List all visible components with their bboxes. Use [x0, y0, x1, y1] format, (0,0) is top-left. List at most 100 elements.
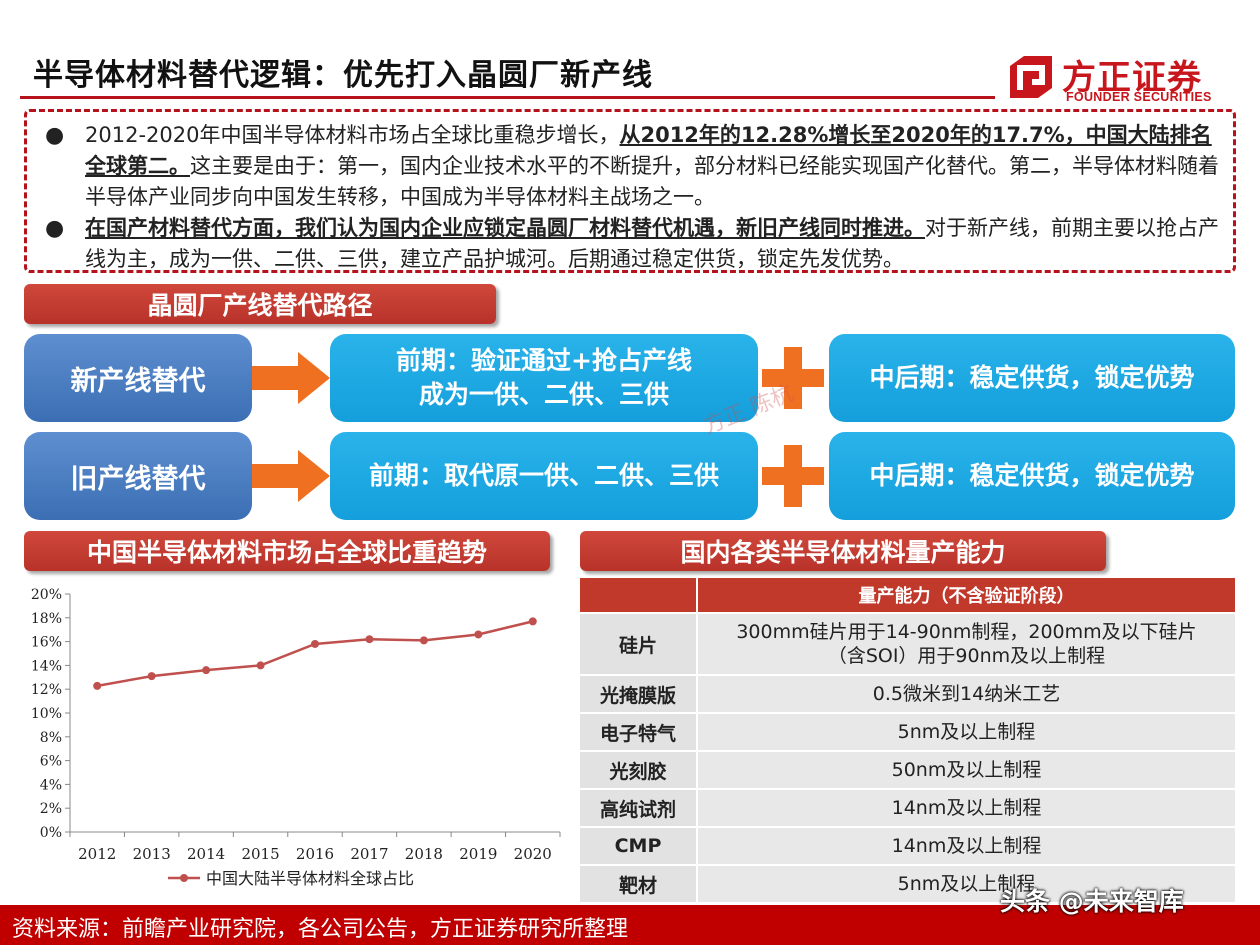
table-row: 硅片 300mm硅片用于14-90nm制程，200mm及以下硅片 （含SOI）用于9… — [580, 614, 1235, 676]
data-point — [202, 666, 211, 675]
material-name: 光掩膜版 — [580, 676, 698, 714]
y-tick-label: 0% — [40, 825, 62, 841]
x-tick-label: 2020 — [514, 845, 552, 863]
capacity-cell: 5nm及以上制程 — [698, 714, 1235, 752]
data-point — [365, 635, 374, 644]
new-line-label: 新产线替代 — [24, 334, 252, 422]
capacity-cell: 5nm及以上制程 — [698, 866, 1235, 904]
capacity-line: 50nm及以上制程 — [891, 759, 1042, 781]
y-tick-label: 2% — [40, 801, 62, 817]
table-row: 靶材 5nm及以上制程 — [580, 866, 1235, 904]
y-tick-label: 4% — [40, 777, 62, 793]
capacity-table: 量产能力（不含验证阶段） 硅片 300mm硅片用于14-90nm制程，200mm及… — [580, 578, 1235, 904]
table-section-header: 国内各类半导体材料量产能力 — [580, 531, 1106, 571]
capacity-line: 5nm及以上制程 — [897, 873, 1036, 895]
table-row: 高纯试剂 14nm及以上制程 — [580, 790, 1235, 828]
x-tick-label: 2013 — [133, 845, 171, 863]
capacity-line: 5nm及以上制程 — [897, 721, 1036, 743]
bullet-dot-icon: ● — [45, 216, 65, 241]
legend-label: 中国大陆半导体材料全球占比 — [206, 869, 414, 888]
x-tick-label: 2014 — [187, 845, 225, 863]
data-point — [256, 661, 265, 670]
y-tick-label: 16% — [31, 635, 62, 651]
arrow-right-icon — [252, 450, 330, 502]
old-line-label: 旧产线替代 — [24, 432, 252, 520]
bullet1-text-c: 这主要是由于：第一，国内企业技术水平的不断提升，部分材料已经能实现国产化替代。第… — [85, 154, 1219, 209]
plus-icon — [762, 347, 824, 409]
founder-logo-icon — [1010, 56, 1052, 98]
x-tick-label: 2017 — [350, 845, 388, 863]
bullet2-text-b: 对于新产线，前期主要以抢占产线为主，成为一供、二供、三供，建立产品护城河。后期通… — [85, 216, 1219, 271]
arrow-right-icon — [252, 352, 330, 404]
data-point — [311, 639, 319, 648]
bullet-dot-icon: ● — [45, 123, 65, 148]
material-name: CMP — [580, 828, 698, 866]
y-tick-label: 8% — [40, 730, 62, 746]
x-tick-label: 2016 — [296, 845, 334, 863]
y-tick-label: 10% — [31, 706, 62, 722]
summary-bullet-1: ● 2012-2020年中国半导体材料市场占全球比重稳步增长，从2012年的12… — [41, 120, 1219, 213]
new-line-early-line2: 成为一供、二供、三供 — [418, 380, 669, 409]
old-line-late-stage: 中后期：稳定供货，锁定优势 — [829, 432, 1235, 520]
capacity-cell: 14nm及以上制程 — [698, 790, 1235, 828]
y-tick-label: 18% — [31, 611, 62, 627]
logo-chinese-name: 方正证券 — [1062, 58, 1202, 98]
series-line — [97, 620, 534, 688]
company-logo: 方正证券 FOUNDER SECURITIES — [1000, 48, 1240, 108]
summary-bullet-2: ● 在国产材料替代方面，我们认为国内企业应锁定晶圆厂材料替代机遇，新旧产线同时推… — [41, 213, 1219, 275]
new-line-late-stage: 中后期：稳定供货，锁定优势 — [829, 334, 1235, 422]
data-point — [528, 617, 537, 626]
table-row: 电子特气 5nm及以上制程 — [580, 714, 1235, 752]
data-point — [474, 630, 483, 639]
capacity-cell: 50nm及以上制程 — [698, 752, 1235, 790]
market-share-line-chart: 0% 2% 4% 6% 8% 10% 12% 14% 16% 18% 20% 2012 2013 2014… — [31, 587, 561, 888]
path-section-header: 晶圆厂产线替代路径 — [24, 284, 496, 324]
capacity-line: 14nm及以上制程 — [891, 797, 1042, 819]
material-name: 光刻胶 — [580, 752, 698, 790]
y-tick-label: 6% — [40, 754, 62, 770]
plus-icon — [762, 445, 824, 507]
new-line-early-stage: 前期：验证通过+抢占产线 成为一供、二供、三供 — [330, 334, 758, 422]
x-tick-label: 2019 — [459, 845, 497, 863]
data-point — [419, 636, 428, 645]
material-name: 靶材 — [580, 866, 698, 904]
chart-section-header: 中国半导体材料市场占全球比重趋势 — [24, 531, 550, 571]
capacity-cell: 300mm硅片用于14-90nm制程，200mm及以下硅片 （含SOI）用于90n… — [698, 614, 1235, 676]
new-line-early-line1: 前期：验证通过+抢占产线 — [396, 346, 692, 375]
bullet1-text-a: 2012-2020年中国半导体材料市场占全球比重稳步增长， — [85, 123, 620, 147]
x-tick-label: 2018 — [405, 845, 443, 863]
y-tick-label: 14% — [31, 658, 62, 674]
capacity-line: 300mm硅片用于14-90nm制程，200mm及以下硅片 — [736, 621, 1197, 643]
capacity-line: 0.5微米到14纳米工艺 — [872, 683, 1061, 705]
material-name: 高纯试剂 — [580, 790, 698, 828]
logo-english-name: FOUNDER SECURITIES — [1066, 90, 1212, 104]
x-tick-label: 2012 — [78, 845, 116, 863]
table-row: 光刻胶 50nm及以上制程 — [580, 752, 1235, 790]
capacity-cell: 14nm及以上制程 — [698, 828, 1235, 866]
page-title: 半导体材料替代逻辑：优先打入晶圆厂新产线 — [33, 58, 653, 93]
bullet2-highlight: 在国产材料替代方面，我们认为国内企业应锁定晶圆厂材料替代机遇，新旧产线同时推进。 — [85, 216, 925, 240]
table-col-header: 量产能力（不含验证阶段） — [698, 578, 1235, 614]
old-line-early-stage: 前期：取代原一供、二供、三供 — [330, 432, 758, 520]
footer-bar: 资料来源：前瞻产业研究院，各公司公告，方正证券研究所整理 — [0, 905, 1260, 945]
legend-marker-icon — [180, 874, 188, 882]
summary-box: ● 2012-2020年中国半导体材料市场占全球比重稳步增长，从2012年的12… — [24, 109, 1236, 273]
data-point — [93, 681, 102, 690]
capacity-line: 14nm及以上制程 — [891, 835, 1042, 857]
material-name: 硅片 — [580, 614, 698, 676]
platform-tag: 头条 @未来智库 — [1000, 887, 1184, 916]
table-row: 光掩膜版 0.5微米到14纳米工艺 — [580, 676, 1235, 714]
x-tick-label: 2015 — [241, 845, 279, 863]
data-point — [147, 672, 156, 681]
source-note: 资料来源：前瞻产业研究院，各公司公告，方正证券研究所整理 — [12, 917, 629, 942]
table-row: CMP 14nm及以上制程 — [580, 828, 1235, 866]
table-header-row: 量产能力（不含验证阶段） — [580, 578, 1235, 614]
table-header-blank — [580, 578, 698, 614]
capacity-cell: 0.5微米到14纳米工艺 — [698, 676, 1235, 714]
material-name: 电子特气 — [580, 714, 698, 752]
y-tick-label: 12% — [31, 682, 62, 698]
y-tick-label: 20% — [31, 587, 62, 603]
bullet1-highlight: 从2012年的12.28%增长至2020年的17.7%，中国大陆排名全球第二。 — [85, 123, 1212, 178]
header-rule — [20, 96, 995, 99]
capacity-line: （含SOI）用于90nm及以上制程 — [827, 645, 1106, 667]
